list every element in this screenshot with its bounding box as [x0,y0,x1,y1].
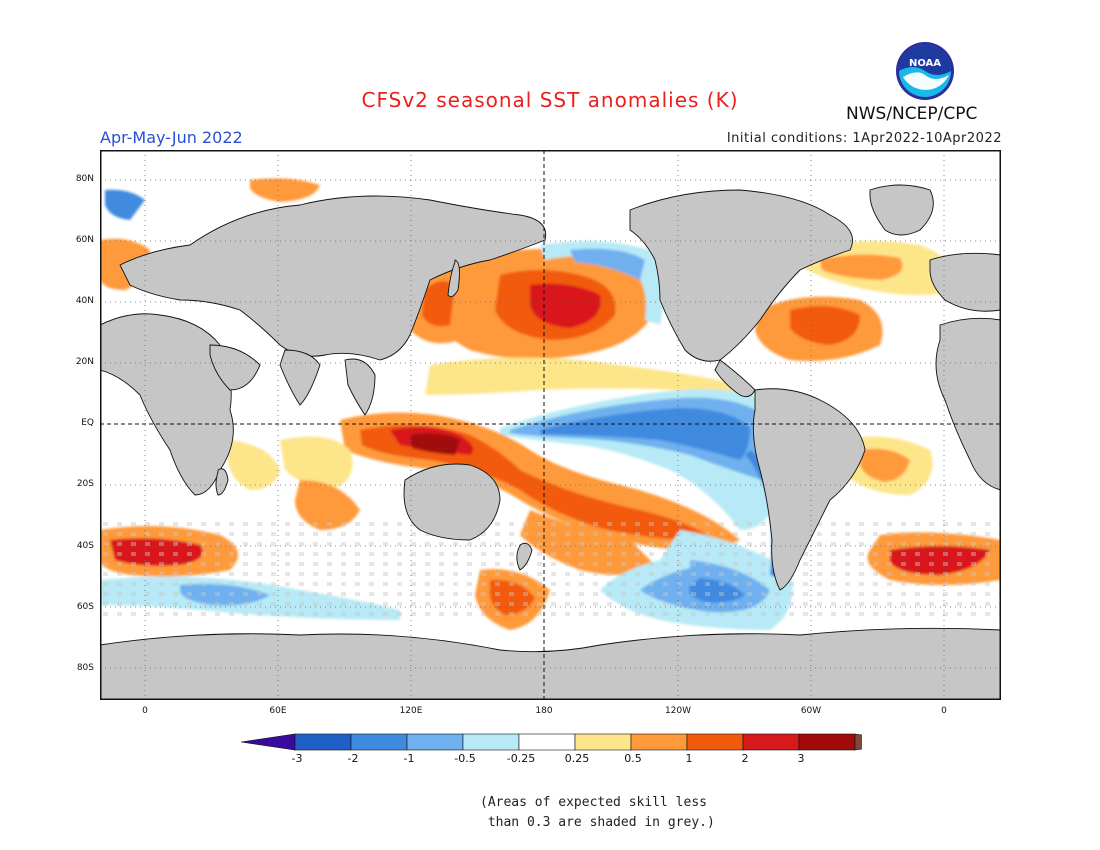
graticule [100,150,1001,700]
lat-label: 60S [76,602,94,612]
colorbar-cell [574,733,632,751]
skill-note: (Areas of expected skill less than 0.3 a… [480,795,715,830]
colorbar-cell [518,733,576,751]
colorbar-arrow-low [240,733,296,751]
lat-label: 80S [76,663,94,673]
lat-label: 20S [76,479,94,489]
initial-conditions: Initial conditions: 1Apr2022-10Apr2022 [726,131,1002,146]
lat-label: EQ [81,418,94,428]
colorbar-cell [350,733,408,751]
colorbar-tick-label: -2 [347,752,359,765]
colorbar-tick-label: 0.25 [564,752,590,765]
colorbar-cell [406,733,464,751]
colorbar-tick-label: -1 [403,752,415,765]
colorbar-tick-label: 3 [797,752,805,765]
equator-dateline [100,150,1001,700]
colorbar-tick-label: -3 [291,752,303,765]
low-skill-shading [100,520,1001,620]
colorbar-tick-label: 0.5 [624,752,642,765]
lon-label: 0 [941,706,947,716]
colorbar-tick-label: -0.5 [454,752,476,765]
map-title: CFSv2 seasonal SST anomalies (K) [361,88,739,112]
colorbar-cell [294,733,352,751]
colorbar-cell [742,733,800,751]
colorbar-tick-label: 1 [685,752,693,765]
lon-label: 60W [800,706,822,716]
lat-label: 40N [75,296,94,306]
lon-label: 120W [664,706,692,716]
lat-label: 20N [75,357,94,367]
noaa-logo-icon: NOAA [896,42,954,100]
lon-label: 180 [535,706,553,716]
lat-label: 40S [76,541,94,551]
colorbar-cell [798,733,856,751]
lat-label: 80N [75,174,94,184]
forecast-period: Apr-May-Jun 2022 [100,128,243,147]
lon-label: 120E [399,706,423,716]
agency-label: NWS/NCEP/CPC [846,104,978,124]
colorbar [240,733,862,751]
colorbar-cell [462,733,520,751]
logo-text: NOAA [909,58,941,69]
colorbar-tick-label: -0.25 [506,752,536,765]
lat-label: 60N [75,235,94,245]
sst-anomaly-map [100,150,1001,700]
colorbar-arrow-high [854,733,862,751]
land-masses [100,184,1001,700]
map-frame [100,150,1001,700]
colorbar-tick-label: 2 [741,752,749,765]
lon-label: 0 [142,706,148,716]
lon-label: 60E [269,706,287,716]
colorbar-cell [630,733,688,751]
colorbar-cell [686,733,744,751]
